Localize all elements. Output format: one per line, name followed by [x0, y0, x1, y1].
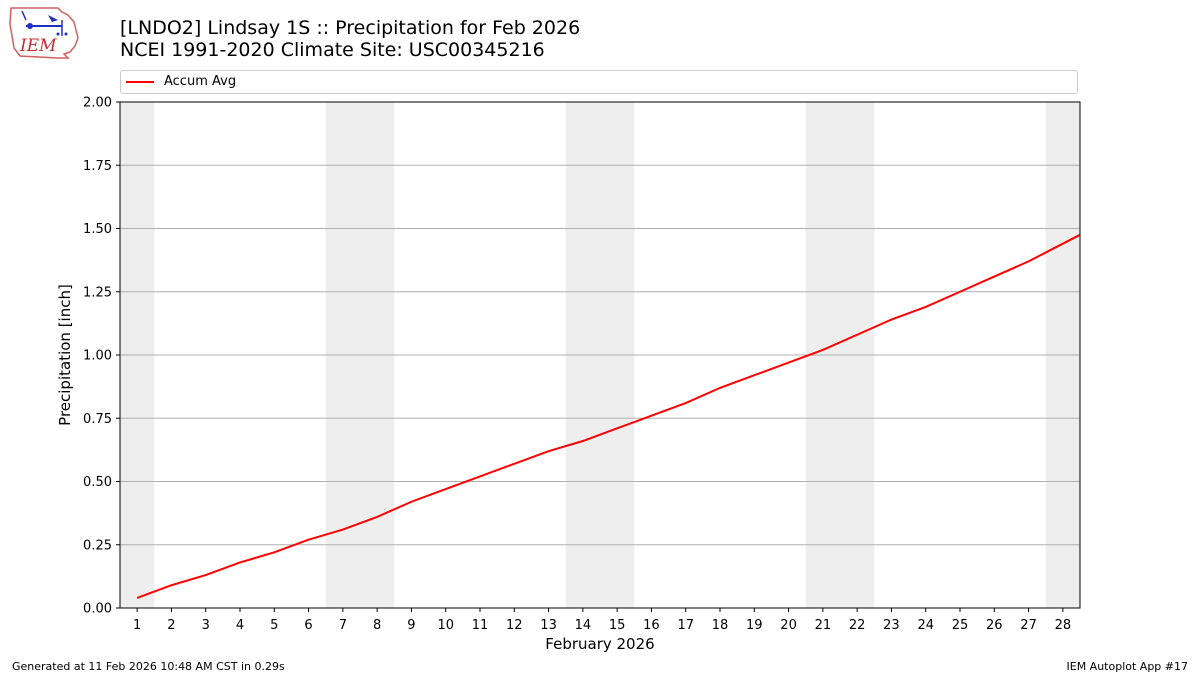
chart-subtitle: NCEI 1991-2020 Climate Site: USC00345216 [120, 39, 545, 61]
y-axis-label: Precipitation [inch] [56, 284, 74, 426]
x-tick-label: 14 [575, 618, 592, 633]
y-tick-label: 1.00 [83, 349, 112, 364]
x-tick-label: 10 [437, 618, 454, 633]
y-tick-label: 2.00 [83, 96, 112, 111]
x-tick-label: 18 [712, 618, 729, 633]
x-tick-label: 23 [883, 618, 900, 633]
y-tick-label: 0.75 [83, 412, 112, 427]
x-tick-label: 11 [472, 618, 489, 633]
x-tick-label: 16 [643, 618, 660, 633]
x-tick-label: 19 [746, 618, 763, 633]
legend: Accum Avg [120, 70, 1078, 94]
generated-timestamp: Generated at 11 Feb 2026 10:48 AM CST in… [12, 660, 285, 673]
x-tick-label: 2 [167, 618, 175, 633]
x-tick-label: 15 [609, 618, 626, 633]
y-tick-label: 0.50 [83, 475, 112, 490]
x-tick-label: 13 [540, 618, 557, 633]
x-tick-label: 28 [1055, 618, 1072, 633]
logo-text: IEM [19, 36, 57, 56]
x-tick-label: 4 [236, 618, 244, 633]
chart-title: [LNDO2] Lindsay 1S :: Precipitation for … [120, 17, 581, 39]
x-tick-label: 22 [849, 618, 866, 633]
y-tick-label: 1.50 [83, 222, 112, 237]
x-tick-label: 24 [917, 618, 934, 633]
x-tick-label: 25 [952, 618, 969, 633]
x-tick-label: 27 [1020, 618, 1037, 633]
x-tick-label: 7 [339, 618, 347, 633]
y-tick-label: 0.00 [83, 602, 112, 617]
legend-label: Accum Avg [164, 74, 237, 89]
x-tick-label: 20 [780, 618, 797, 633]
x-tick-label: 12 [506, 618, 523, 633]
x-tick-label: 5 [270, 618, 278, 633]
iem-logo: IEM [9, 7, 79, 59]
y-tick-label: 1.75 [83, 159, 112, 174]
legend-line-swatch [126, 81, 154, 83]
series-line-accum-avg [136, 233, 1081, 599]
x-tick-label: 26 [986, 618, 1003, 633]
y-tick-label: 1.25 [83, 285, 112, 300]
y-tick-label: 0.25 [83, 538, 112, 553]
x-tick-label: 21 [815, 618, 832, 633]
x-tick-label: 3 [202, 618, 210, 633]
x-tick-label: 1 [133, 618, 141, 633]
app-credit: IEM Autoplot App #17 [1066, 660, 1189, 673]
x-tick-label: 17 [677, 618, 694, 633]
x-axis-label: February 2026 [545, 635, 654, 653]
x-tick-label: 8 [373, 618, 381, 633]
x-tick-label: 6 [304, 618, 312, 633]
x-tick-label: 9 [407, 618, 415, 633]
